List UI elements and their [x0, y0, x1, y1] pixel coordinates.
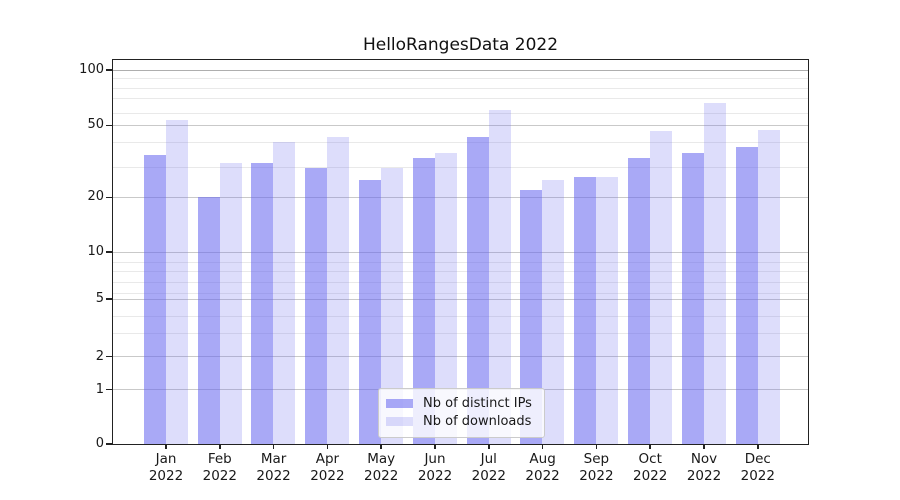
legend-item-downloads: Nb of downloads: [386, 412, 531, 430]
chart-title: HelloRangesData 2022: [362, 35, 559, 55]
legend-item-distinct-ips: Nb of distinct IPs: [386, 394, 532, 412]
y-tick-label-20: 20: [87, 189, 104, 205]
gridline-minor-30: [112, 166, 808, 168]
bar-ips-may: [359, 179, 381, 444]
legend-swatch-distinct-ips: [386, 398, 413, 408]
gridline-minor-3: [112, 332, 808, 334]
bar-ips-jun: [412, 157, 435, 444]
x-tick-dec: [757, 444, 759, 449]
x-tick-oct: [649, 444, 651, 449]
gridline-major-5: [112, 298, 808, 300]
x-tick-label-jan: Jan 2022: [148, 451, 184, 484]
y-tick-2: [106, 355, 112, 358]
y-tick-1: [106, 388, 112, 391]
x-tick-mar: [272, 444, 275, 449]
y-tick-label-2: 2: [95, 348, 104, 364]
x-tick-label-aug: Aug 2022: [525, 451, 560, 484]
gridline-minor-8: [112, 270, 808, 272]
gridline-major-100: [112, 69, 808, 71]
y-tick-100: [106, 69, 112, 71]
x-tick-sep: [595, 444, 598, 449]
x-tick-label-jul: Jul 2022: [471, 451, 506, 484]
bar-ips-nov: [681, 153, 704, 444]
bar-downloads-may: [381, 167, 403, 444]
x-tick-label-oct: Oct 2022: [633, 451, 668, 484]
gridline-minor-6: [112, 293, 808, 295]
gridline-minor-4: [112, 315, 808, 317]
x-tick-label-apr: Apr 2022: [310, 451, 345, 484]
bar-ips-apr: [305, 167, 328, 444]
gridline-minor-7: [112, 281, 808, 283]
x-tick-label-mar: Mar 2022: [256, 451, 291, 484]
x-tick-aug: [541, 444, 544, 449]
gridline-major-2: [112, 356, 808, 358]
x-tick-label-sep: Sep 2022: [579, 451, 614, 484]
bar-ips-aug: [520, 189, 543, 444]
bar-ips-oct: [628, 157, 650, 444]
bar-downloads-aug: [542, 179, 565, 444]
bar-downloads-sep: [596, 176, 619, 444]
x-tick-label-dec: Dec 2022: [740, 451, 775, 484]
x-tick-label-feb: Feb 2022: [202, 451, 237, 484]
y-tick-0: [106, 443, 112, 445]
x-tick-apr: [326, 444, 329, 449]
gridline-minor-80: [112, 87, 808, 89]
bar-downloads-feb: [219, 162, 242, 444]
bar-downloads-dec: [757, 129, 780, 444]
gridline-major-10: [112, 251, 808, 253]
y-tick-20: [106, 196, 112, 199]
bar-ips-dec: [735, 146, 758, 444]
x-tick-label-nov: Nov 2022: [686, 451, 722, 484]
gridline-minor-60: [112, 112, 808, 114]
x-tick-nov: [703, 444, 705, 449]
y-tick-label-5: 5: [95, 291, 104, 306]
bar-ips-feb: [197, 197, 220, 444]
y-tick-label-100: 100: [79, 62, 104, 77]
y-tick-5: [106, 298, 112, 300]
plot-area: [111, 58, 809, 445]
y-tick-label-0: 0: [95, 436, 104, 451]
bar-downloads-nov: [703, 102, 726, 444]
y-tick-10: [106, 251, 112, 253]
gridline-minor-70: [112, 98, 808, 100]
y-tick-label-50: 50: [87, 117, 104, 133]
y-tick-label-1: 1: [95, 381, 104, 397]
y-tick-50: [106, 124, 112, 127]
bar-downloads-oct: [650, 131, 672, 444]
x-tick-label-jun: Jun 2022: [417, 451, 453, 484]
x-tick-jun: [434, 444, 436, 449]
legend-swatch-downloads: [386, 416, 413, 426]
x-tick-feb: [219, 444, 221, 449]
x-tick-jul: [488, 444, 490, 449]
bar-ips-mar: [251, 162, 274, 444]
gridline-minor-40: [112, 142, 808, 144]
legend: Nb of distinct IPs Nb of downloads: [378, 388, 545, 438]
legend-label-downloads: Nb of downloads: [423, 413, 532, 429]
bar-downloads-jul: [488, 110, 511, 444]
legend-label-distinct-ips: Nb of distinct IPs: [423, 395, 532, 411]
gridline-minor-9: [112, 261, 808, 263]
bar-ips-jan: [143, 155, 166, 444]
bar-downloads-jan: [165, 120, 188, 444]
x-tick-jan: [165, 444, 167, 449]
y-tick-label-10: 10: [87, 244, 104, 259]
x-tick-label-may: May 2022: [364, 451, 399, 484]
bar-downloads-apr: [327, 136, 350, 444]
bar-downloads-jun: [434, 153, 457, 444]
gridline-major-50: [112, 125, 808, 127]
gridline-major-20: [112, 197, 808, 199]
bar-ips-sep: [574, 176, 597, 444]
gridline-minor-90: [112, 77, 808, 79]
x-tick-may: [380, 444, 382, 449]
bar-ips-jul: [466, 136, 489, 444]
bar-downloads-mar: [273, 142, 296, 444]
